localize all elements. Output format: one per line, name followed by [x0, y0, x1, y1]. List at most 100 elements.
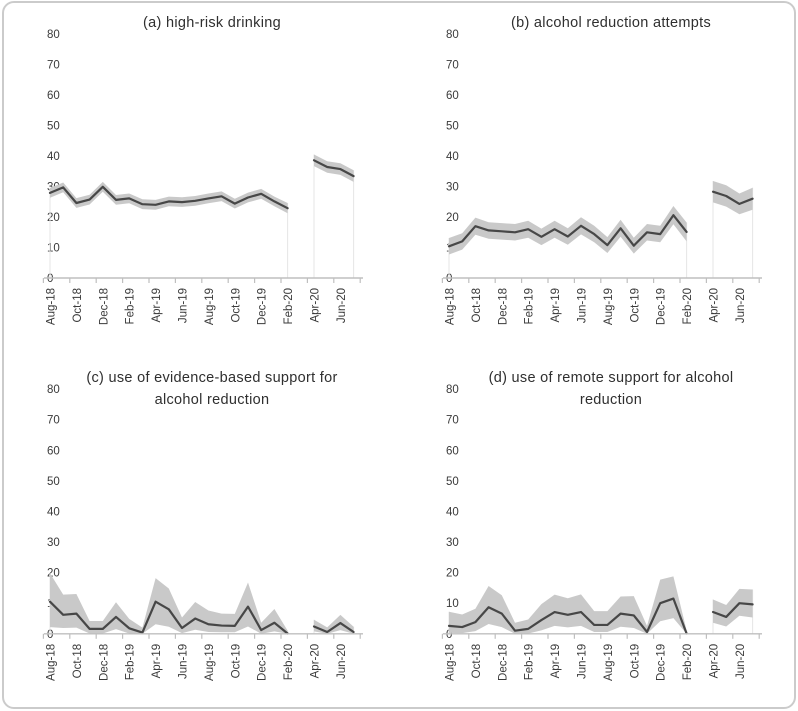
x-tick-label: Dec-19	[257, 644, 269, 681]
y-axis-label: 0	[47, 273, 53, 285]
y-axis-label: 30	[446, 537, 459, 549]
panel-b-title: (b) alcohol reduction attempts	[510, 15, 711, 31]
trend-line	[447, 214, 688, 248]
confidence-band	[713, 588, 753, 627]
confidence-band	[50, 181, 288, 214]
trend-line	[48, 185, 289, 210]
x-tick-label: Aug-18	[46, 644, 58, 681]
panel-a-plot: 01020304050607080Aug-18Oct-18Dec-18Feb-1…	[42, 29, 363, 325]
trend-line	[312, 621, 355, 634]
y-axis-label: 50	[47, 476, 60, 488]
y-axis-label: 80	[47, 29, 60, 41]
y-axis-label: 0	[446, 273, 452, 285]
x-tick-label: Oct-19	[230, 644, 242, 679]
panel-d-title: (d) use of remote support for alcohol re…	[488, 370, 734, 409]
x-tick-label: Feb-20	[283, 288, 295, 324]
panel-d-plot: 0 10 20 30 40 50 60 70 80 Aug-18 Oct-18 Dec-18 Feb-1…	[441, 384, 762, 681]
trend-line	[447, 597, 688, 635]
x-tick-label: Apr-20	[310, 288, 322, 323]
y-axis-label: 80	[446, 384, 459, 396]
x-tick-label: Jun-20	[735, 288, 747, 323]
y-axis-label: 30	[47, 537, 60, 549]
y-axis-label: 40	[47, 151, 60, 163]
x-tick-label: Aug-18	[445, 644, 457, 681]
y-axis-label: 50	[47, 121, 60, 133]
x-tick-label: Dec-18	[497, 644, 509, 681]
x-tick-label: Apr-19	[151, 644, 163, 679]
y-axis-label: 70	[47, 60, 60, 72]
confidence-band	[713, 181, 753, 215]
confidence-band	[449, 576, 687, 634]
x-tick-label: Oct-18	[72, 644, 84, 679]
y-axis-label: 60	[446, 90, 459, 102]
confidence-band	[50, 573, 288, 634]
x-tick-label: Apr-19	[550, 288, 562, 323]
trend-line	[312, 159, 355, 178]
x-tick-label: Dec-18	[98, 644, 110, 681]
x-tick-label: Oct-18	[471, 288, 483, 323]
x-tick-label: Oct-18	[471, 644, 483, 679]
y-axis-label: 70	[47, 415, 60, 427]
x-tick-label: Feb-20	[682, 644, 694, 680]
x-tick-label: Aug-19	[603, 644, 615, 681]
y-axis-label: 40	[446, 151, 459, 163]
panel-c-title: (c) use of evidence-based support for al…	[86, 370, 338, 409]
y-axis-label: 80	[446, 29, 459, 41]
panel-b: (b) alcohol reduction attempts 010203040…	[399, 0, 798, 355]
x-tick-label: Jun-20	[735, 644, 747, 679]
panel-c-plot: 01020304050607080Aug-18Oct-18Dec-18Feb-1…	[42, 384, 363, 681]
x-tick-label: Jun-20	[336, 288, 348, 323]
y-axis-label: 40	[446, 506, 459, 518]
panel-c: (c) use of evidence-based support for al…	[0, 355, 399, 711]
y-axis-label: 70	[446, 415, 459, 427]
y-axis-label: 60	[47, 445, 60, 457]
x-tick-label: Aug-18	[46, 288, 58, 325]
y-axis-label: 70	[446, 60, 459, 72]
panel-a-title: (a) high-risk drinking	[143, 15, 281, 31]
panel-b-plot: 01020304050607080Aug-18Oct-18Dec-18Feb-1…	[441, 29, 762, 325]
x-tick-label: Apr-19	[151, 288, 163, 323]
x-tick-label: Feb-19	[125, 644, 137, 680]
x-tick-label: Apr-20	[709, 644, 721, 679]
x-tick-label: Aug-19	[204, 288, 216, 325]
y-axis-label: 60	[47, 90, 60, 102]
y-axis-label: 30	[446, 182, 459, 194]
y-axis-label: 80	[47, 384, 60, 396]
y-axis-label: 40	[47, 506, 60, 518]
y-axis-label: 20	[47, 568, 60, 580]
y-axis-label: 20	[47, 212, 60, 224]
y-axis-label: 20	[446, 568, 459, 580]
x-tick-label: Apr-19	[550, 644, 562, 679]
x-tick-label: Jun-20	[336, 644, 348, 679]
confidence-band	[449, 206, 687, 255]
x-tick-label: Jun-19	[178, 644, 190, 679]
trend-line	[711, 602, 754, 619]
y-axis-label: 50	[446, 476, 459, 488]
x-tick-label: Dec-19	[656, 288, 668, 325]
x-tick-label: Dec-18	[497, 288, 509, 325]
x-tick-label: Dec-19	[656, 644, 668, 681]
y-axis-label: 10	[446, 598, 459, 610]
trend-line	[48, 600, 289, 635]
y-axis-label: 0	[47, 629, 53, 641]
x-tick-label: Feb-20	[283, 644, 295, 680]
y-axis-label: 20	[446, 212, 459, 224]
x-tick-label: Oct-19	[230, 288, 242, 323]
x-tick-label: Jun-19	[178, 288, 190, 323]
y-axis-label: 0	[446, 629, 452, 641]
x-tick-label: Aug-19	[603, 288, 615, 325]
x-tick-label: Jun-19	[577, 288, 589, 323]
x-tick-label: Feb-20	[682, 288, 694, 324]
trend-line	[711, 190, 754, 205]
x-tick-label: Aug-18	[445, 288, 457, 325]
panel-a: (a) high-risk drinking 01020304050607080…	[0, 0, 399, 355]
y-axis-label: 10	[47, 243, 60, 255]
x-tick-label: Oct-19	[629, 288, 641, 323]
x-tick-label: Feb-19	[524, 288, 536, 324]
x-tick-label: Feb-19	[125, 288, 137, 324]
panel-d: (d) use of remote support for alcohol re…	[399, 355, 798, 711]
confidence-band	[314, 614, 354, 634]
y-axis-label: 60	[446, 445, 459, 457]
